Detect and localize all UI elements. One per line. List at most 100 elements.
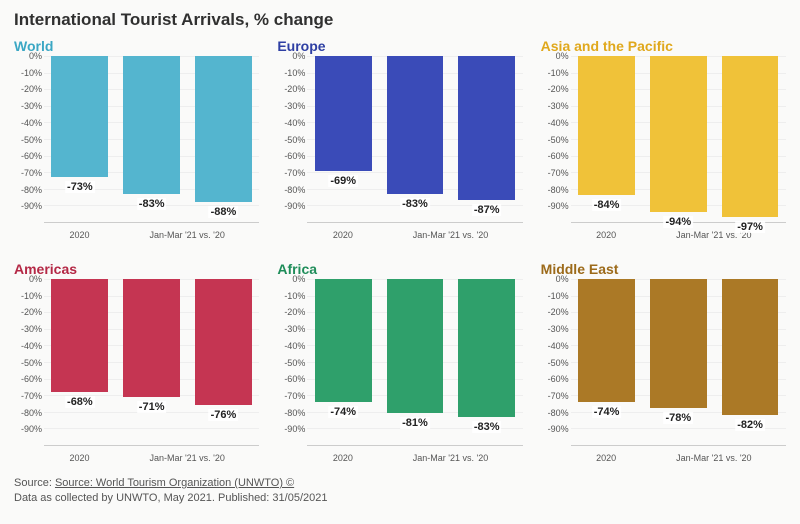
y-axis-label: -70% (21, 168, 42, 178)
panel-title: Americas (14, 261, 259, 277)
y-axis-label: 0% (29, 274, 42, 284)
bars: -73% -83% -88% (44, 56, 259, 222)
bar-value-label: -73% (65, 181, 95, 193)
bars: -84%-94%-97% (571, 56, 786, 222)
plot: 0%-10%-20%-30%-40%-50%-60%-70%-80%-90%-6… (277, 56, 522, 223)
footer: Source: Source: World Tourism Organizati… (14, 476, 786, 506)
bar-value-label: -69% (328, 175, 358, 187)
y-axis-label: -70% (284, 168, 305, 178)
y-axis-label: 0% (556, 51, 569, 61)
bar-value-label: -78% (663, 412, 693, 424)
footer-source-link[interactable]: Source: World Tourism Organization (UNWT… (55, 477, 294, 489)
y-axis-label: -30% (284, 101, 305, 111)
bar-wrap: -88% (191, 56, 256, 222)
y-axis-label: -50% (284, 135, 305, 145)
chart: 0%-10%-20%-30%-40%-50%-60%-70%-80%-90%-6… (277, 56, 522, 247)
y-axis-label: -70% (284, 391, 305, 401)
bar-wrap: -73% (48, 56, 113, 222)
y-axis-label: -50% (21, 358, 42, 368)
x-axis-label: 2020 (307, 230, 378, 240)
footer-source-prefix: Source: (14, 477, 55, 489)
x-axis-label: Jan-Mar '21 vs. '20 (378, 453, 522, 463)
y-axis-label: -40% (548, 118, 569, 128)
footer-source-line: Source: Source: World Tourism Organizati… (14, 476, 786, 491)
bar (650, 279, 707, 408)
bar (195, 279, 252, 405)
bar (650, 56, 707, 212)
chart-panel: World 0%-10%-20%-30%-40%-50%-60%-70%-80%-… (14, 38, 259, 247)
y-axis-label: -10% (284, 291, 305, 301)
y-axis-label: -30% (548, 101, 569, 111)
plot: 0%-10%-20%-30%-40%-50%-60%-70%-80%-90%-7… (541, 279, 786, 446)
y-axis-label: -90% (21, 424, 42, 434)
bar-wrap: -87% (454, 56, 519, 222)
bar (722, 56, 779, 217)
chart-panel: Middle East0%-10%-20%-30%-40%-50%-60%-70… (541, 261, 786, 470)
y-axis-label: -20% (548, 84, 569, 94)
y-axis-label: -30% (284, 324, 305, 334)
bar-value-label: -83% (400, 198, 430, 210)
plot-area: -74%-81%-83% (307, 279, 522, 446)
y-axis-label: -10% (548, 291, 569, 301)
bar (195, 56, 252, 202)
bar-value-label: -87% (472, 204, 502, 216)
x-axis-label: 2020 (571, 453, 642, 463)
bar (387, 56, 444, 194)
x-axis: 2020Jan-Mar '21 vs. '20 (571, 446, 786, 470)
plot-area: -84%-94%-97% (571, 56, 786, 223)
chart: 0%-10%-20%-30%-40%-50%-60%-70%-80%-90%-6… (14, 279, 259, 470)
bar-wrap: -69% (311, 56, 376, 222)
chart-page: International Tourist Arrivals, % change… (0, 0, 800, 524)
x-axis-label: Jan-Mar '21 vs. '20 (378, 230, 522, 240)
bar (123, 279, 180, 397)
bar (51, 56, 108, 177)
y-axis-label: -30% (21, 101, 42, 111)
bar-value-label: -83% (137, 198, 167, 210)
bar-wrap: -83% (119, 56, 184, 222)
bar-value-label: -71% (137, 401, 167, 413)
y-axis-label: -20% (548, 307, 569, 317)
y-axis: 0%-10%-20%-30%-40%-50%-60%-70%-80%-90% (541, 279, 571, 446)
bar (458, 279, 515, 417)
y-axis-label: -60% (21, 374, 42, 384)
bar-value-label: -83% (472, 421, 502, 433)
bar-wrap: -74% (311, 279, 376, 445)
y-axis-label: -30% (548, 324, 569, 334)
plot-area: -68% -71% -76% (44, 279, 259, 446)
bar-value-label: -82% (735, 419, 765, 431)
y-axis-label: -90% (284, 201, 305, 211)
bar (315, 279, 372, 402)
panel-title: World (14, 38, 259, 54)
bar (578, 56, 635, 195)
bar-value-label: -94% (663, 216, 693, 228)
y-axis-label: -50% (548, 358, 569, 368)
plot: 0%-10%-20%-30%-40%-50%-60%-70%-80%-90%-8… (541, 56, 786, 223)
bar (578, 279, 635, 402)
y-axis-label: -90% (548, 424, 569, 434)
chart-panel: Africa0%-10%-20%-30%-40%-50%-60%-70%-80%… (277, 261, 522, 470)
y-axis-label: -10% (284, 68, 305, 78)
y-axis-label: 0% (29, 51, 42, 61)
y-axis-label: -60% (284, 374, 305, 384)
bar-value-label: -74% (328, 406, 358, 418)
y-axis-label: -50% (21, 135, 42, 145)
bar-wrap: -71% (119, 279, 184, 445)
bar (722, 279, 779, 415)
plot: 0%-10%-20%-30%-40%-50%-60%-70%-80%-90%-7… (277, 279, 522, 446)
bar-value-label: -68% (65, 396, 95, 408)
y-axis-label: -50% (284, 358, 305, 368)
x-axis-label: 2020 (307, 453, 378, 463)
y-axis-label: 0% (292, 274, 305, 284)
y-axis-label: -80% (548, 185, 569, 195)
x-axis-label: Jan-Mar '21 vs. '20 (115, 453, 259, 463)
y-axis: 0%-10%-20%-30%-40%-50%-60%-70%-80%-90% (14, 56, 44, 223)
x-axis: 2020Jan-Mar '21 vs. '20 (307, 446, 522, 470)
bar-wrap: -83% (383, 56, 448, 222)
x-axis: 2020Jan-Mar '21 vs. '20 (307, 223, 522, 247)
y-axis-label: -90% (548, 201, 569, 211)
y-axis-label: -20% (21, 307, 42, 317)
bar (387, 279, 444, 413)
x-axis-label: 2020 (44, 453, 115, 463)
bar-value-label: -76% (209, 409, 239, 421)
y-axis-label: 0% (292, 51, 305, 61)
